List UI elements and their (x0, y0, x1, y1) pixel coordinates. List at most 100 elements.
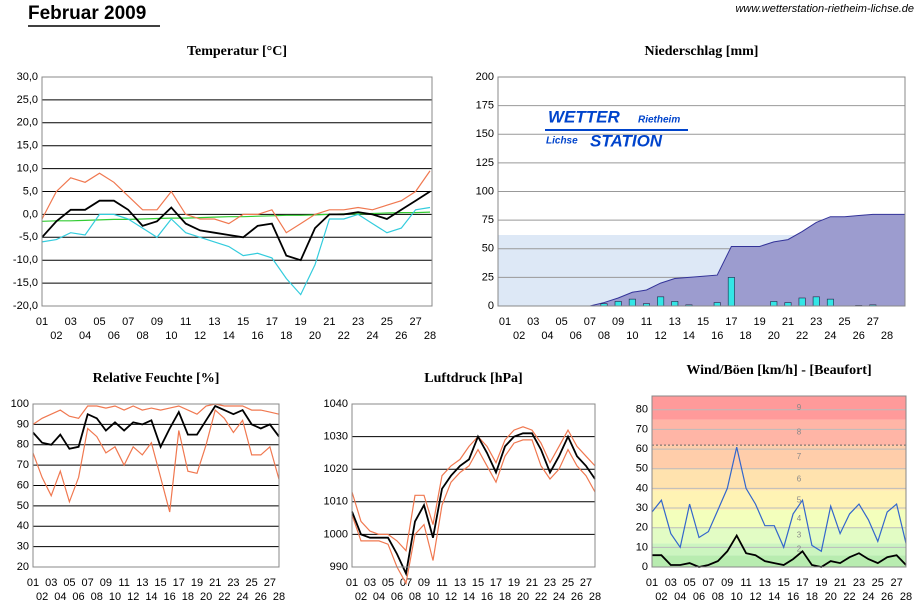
y-tick-label: 200 (476, 71, 494, 83)
x-tick-label: 03 (65, 316, 77, 328)
y-tick-label: -5,0 (19, 231, 38, 243)
bar (657, 296, 665, 307)
beaufort-band (652, 445, 906, 469)
x-tick-label: 27 (867, 316, 879, 328)
x-tick-label: 23 (352, 316, 364, 328)
x-tick-label: 20 (517, 591, 529, 603)
x-tick-label: 01 (346, 577, 358, 589)
beaufort-band (652, 419, 906, 446)
x-tick-label: 10 (731, 591, 743, 603)
x-tick-label: 01 (27, 577, 39, 589)
x-tick-label: 27 (410, 316, 422, 328)
x-tick-label: 24 (824, 330, 836, 342)
x-tick-label: 22 (796, 330, 808, 342)
x-tick-label: 10 (109, 591, 121, 603)
x-tick-label: 08 (409, 591, 421, 603)
x-tick-label: 15 (697, 316, 709, 328)
plot-frame (497, 76, 906, 307)
y-tick-label: 50 (482, 243, 494, 255)
chart-title: Luftdruck [hPa] (424, 371, 522, 386)
y-tick-label: -15,0 (13, 277, 38, 289)
x-tick-label: 12 (749, 591, 761, 603)
x-tick-label: 20 (768, 330, 780, 342)
beaufort-label: 2 (797, 544, 802, 553)
y-tick-label: 1000 (324, 528, 348, 540)
x-tick-label: 25 (381, 316, 393, 328)
x-tick-label: 23 (853, 577, 865, 589)
cumulative-area (589, 213, 906, 307)
x-tick-label: 03 (364, 577, 376, 589)
x-tick-label: 08 (91, 591, 103, 603)
x-tick-label: 15 (237, 316, 249, 328)
bar (798, 297, 806, 307)
x-tick-label: 10 (427, 591, 439, 603)
series-line (651, 446, 907, 553)
x-tick-label: 19 (754, 316, 766, 328)
x-tick-label: 16 (164, 591, 176, 603)
bar (784, 302, 792, 307)
x-tick-label: 09 (721, 577, 733, 589)
x-tick-label: 15 (472, 577, 484, 589)
x-tick-label: 01 (646, 577, 658, 589)
y-tick-label: 25,0 (17, 94, 38, 106)
y-tick-label: 0,0 (23, 208, 38, 220)
x-tick-label: 15 (154, 577, 166, 589)
x-tick-label: 03 (527, 316, 539, 328)
series-line (32, 408, 280, 513)
x-tick-label: 22 (338, 330, 350, 342)
x-tick-label: 25 (562, 577, 574, 589)
beaufort-label: 5 (797, 495, 802, 504)
x-tick-label: 11 (180, 316, 191, 328)
x-tick-label: 05 (555, 316, 567, 328)
x-tick-label: 17 (173, 577, 185, 589)
x-tick-label: 16 (787, 591, 799, 603)
page-title: Februar 2009 (28, 3, 146, 24)
logo-text: Lichse (546, 136, 578, 147)
x-tick-label: 08 (598, 330, 610, 342)
plot-frame (32, 403, 280, 568)
x-tick-label: 04 (54, 591, 66, 603)
x-tick-label: 06 (108, 330, 120, 342)
x-tick-label: 13 (454, 577, 466, 589)
y-tick-label: 30 (636, 502, 648, 514)
x-tick-label: 06 (693, 591, 705, 603)
x-tick-label: 25 (872, 577, 884, 589)
x-tick-label: 17 (725, 316, 737, 328)
beaufort-label: 3 (797, 531, 802, 540)
x-tick-label: 11 (118, 577, 129, 589)
beaufort-label: 6 (797, 475, 802, 484)
x-tick-label: 26 (255, 591, 267, 603)
x-tick-label: 18 (499, 591, 511, 603)
x-tick-label: 16 (251, 330, 263, 342)
x-tick-label: 05 (684, 577, 696, 589)
x-tick-label: 11 (436, 577, 447, 589)
x-tick-label: 04 (541, 330, 553, 342)
x-tick-label: 24 (862, 591, 874, 603)
x-tick-label: 24 (366, 330, 378, 342)
x-tick-label: 15 (778, 577, 790, 589)
y-tick-label: 60 (17, 479, 29, 491)
series-line (652, 533, 907, 568)
x-tick-label: 21 (782, 316, 794, 328)
x-tick-label: 02 (355, 591, 367, 603)
beaufort-band (652, 490, 906, 510)
y-tick-label: 70 (17, 459, 29, 471)
x-tick-label: 14 (683, 330, 695, 342)
x-tick-label: 09 (612, 316, 624, 328)
x-tick-label: 17 (490, 577, 502, 589)
beaufort-label: 7 (797, 452, 802, 461)
x-tick-label: 16 (711, 330, 723, 342)
beaufort-label: 8 (797, 427, 802, 436)
x-tick-label: 23 (227, 577, 239, 589)
x-tick-label: 26 (395, 330, 407, 342)
x-tick-label: 25 (246, 577, 258, 589)
x-tick-label: 19 (295, 316, 307, 328)
x-tick-label: 23 (544, 577, 556, 589)
y-tick-label: 20,0 (17, 117, 38, 129)
x-tick-label: 13 (136, 577, 148, 589)
beaufort-label: 9 (797, 403, 802, 412)
x-tick-label: 13 (759, 577, 771, 589)
series-line (41, 206, 431, 296)
chart-title: Temperatur [°C] (187, 44, 287, 59)
x-tick-label: 12 (445, 591, 457, 603)
